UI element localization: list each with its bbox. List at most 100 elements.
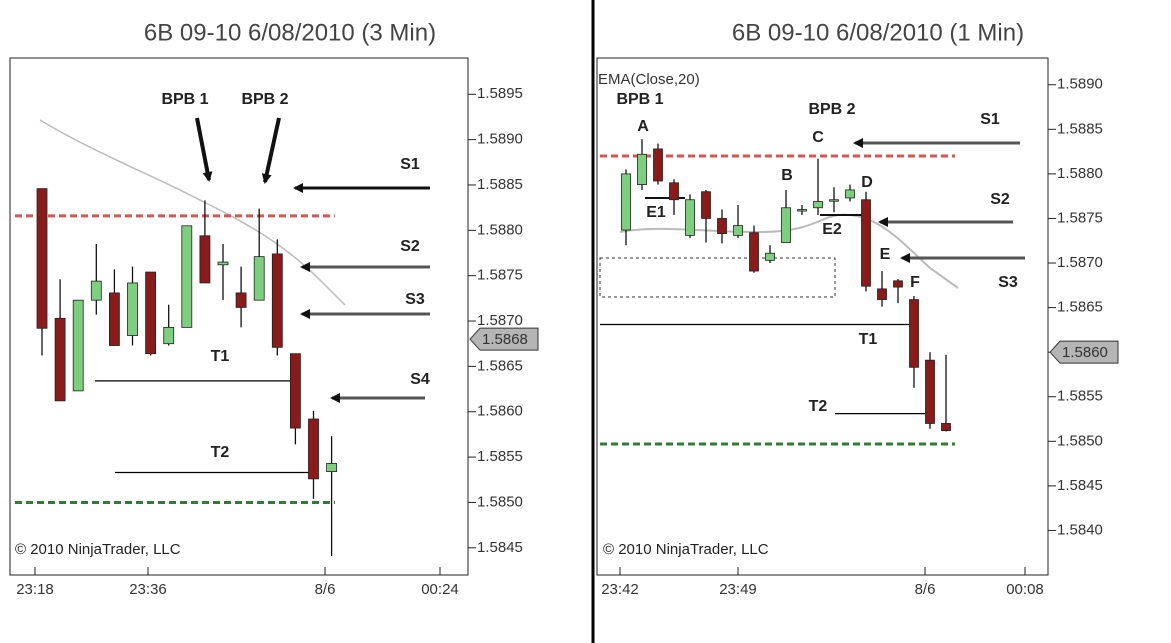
annotation: S2 (990, 191, 1010, 208)
annotation: BPB 2 (241, 91, 288, 108)
y-tick-label: 1.5870 (477, 312, 523, 329)
x-tick-label: 23:18 (16, 581, 54, 598)
plot-frame (9, 57, 469, 576)
ema-line (619, 213, 959, 289)
x-tick-label: 00:08 (1006, 581, 1044, 598)
candle-body (621, 173, 631, 231)
annotation: T2 (211, 444, 230, 461)
y-tick-label: 1.5850 (1057, 432, 1103, 449)
y-tick-label: 1.5880 (477, 221, 523, 238)
annotation: B (781, 167, 793, 184)
annotation: E (880, 246, 891, 263)
candle-body (109, 292, 120, 346)
y-tick-label: 1.5845 (1057, 477, 1103, 494)
candle-body (733, 225, 743, 236)
candle-body (653, 148, 663, 182)
y-tick-label: 1.5875 (477, 267, 523, 284)
candle-body (326, 463, 338, 472)
candle-body (235, 292, 247, 308)
y-tick-label: 1.5855 (1057, 388, 1103, 405)
y-tick-label: 1.5870 (1057, 254, 1103, 271)
candle-body (749, 232, 759, 272)
price-marker (1049, 340, 1119, 364)
indicator-label: EMA(Close,20) (598, 71, 700, 88)
candle-body (54, 317, 66, 402)
y-tick-label: 1.5885 (1057, 120, 1103, 137)
candle-body (90, 280, 102, 301)
price-marker-label: 1.5860 (1062, 344, 1108, 361)
candle-body (36, 188, 48, 329)
annotation: A (637, 118, 649, 135)
candle-body (877, 288, 887, 300)
chart-title: 6B 09-10 6/08/2010 (3 Min) (144, 19, 436, 46)
candle-body (941, 423, 951, 431)
candle-body (669, 182, 679, 201)
candle-body (145, 271, 157, 355)
price-marker-label: 1.5868 (482, 331, 528, 348)
annotation: C (812, 129, 824, 146)
price-marker (469, 327, 539, 351)
candle-body (685, 199, 695, 236)
candle-body (289, 353, 301, 429)
ema-line (39, 119, 346, 306)
annotation: T1 (859, 331, 878, 348)
candle-body (199, 235, 211, 284)
candle-body (781, 207, 791, 243)
y-tick-label: 1.5875 (1057, 209, 1103, 226)
candle-body (127, 282, 138, 336)
y-tick-label: 1.5845 (477, 539, 523, 556)
annotation: D (861, 174, 873, 191)
candle-body (72, 299, 84, 392)
y-tick-label: 1.5890 (477, 131, 523, 148)
annotation: S3 (405, 291, 425, 308)
candle-body (909, 299, 919, 368)
y-tick-label: 1.5895 (477, 85, 523, 102)
copyright: © 2010 NinjaTrader, LLC (15, 541, 181, 558)
candle-body (925, 359, 935, 424)
x-tick-label: 23:42 (601, 581, 639, 598)
annotation: S1 (980, 111, 1000, 128)
arrow (195, 117, 213, 182)
y-tick-label: 1.5860 (477, 403, 523, 420)
x-tick-label: 00:24 (421, 581, 459, 598)
annotation: S3 (998, 274, 1018, 291)
y-tick-label: 1.5865 (1057, 299, 1103, 316)
candle-body (701, 191, 711, 219)
candle-body (181, 225, 193, 328)
x-tick-label: 23:36 (129, 581, 167, 598)
annotation: BPB 1 (161, 91, 208, 108)
annotation: F (910, 274, 920, 291)
candle-body (893, 280, 903, 288)
candle-body (163, 326, 175, 345)
candle-body (797, 209, 807, 212)
annotation: S2 (400, 238, 420, 255)
y-tick-label: 1.5865 (477, 357, 523, 374)
candle-body (861, 199, 871, 287)
copyright: © 2010 NinjaTrader, LLC (603, 541, 769, 558)
arrows (195, 117, 1025, 403)
x-tick-label: 8/6 (915, 581, 936, 598)
annotation: E2 (822, 221, 842, 238)
y-tick-label: 1.5890 (1057, 76, 1103, 93)
candle-body (637, 153, 647, 185)
annotation: S4 (410, 371, 430, 388)
candle-body (813, 201, 823, 209)
candle-body (253, 256, 265, 301)
x-tick-label: 8/6 (315, 581, 336, 598)
annotation: E1 (646, 204, 666, 221)
candle-body (308, 418, 319, 480)
x-tick-label: 23:49 (719, 581, 757, 598)
y-tick-label: 1.5855 (477, 448, 523, 465)
annotation: BPB 2 (808, 101, 855, 118)
y-tick-label: 1.5850 (477, 493, 523, 510)
chart-title: 6B 09-10 6/08/2010 (1 Min) (732, 19, 1024, 46)
y-tick-label: 1.5880 (1057, 165, 1103, 182)
candle-body (217, 261, 229, 266)
annotation: T1 (211, 348, 230, 365)
annotation: BPB 1 (616, 91, 663, 108)
y-tick-label: 1.5885 (477, 176, 523, 193)
range-box (599, 257, 836, 298)
annotation: T2 (809, 398, 828, 415)
candle-body (765, 252, 775, 261)
